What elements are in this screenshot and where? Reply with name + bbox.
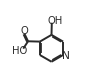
Text: O: O — [20, 26, 28, 36]
Text: OH: OH — [48, 16, 63, 26]
Text: HO: HO — [12, 46, 27, 56]
Text: N: N — [62, 51, 70, 61]
